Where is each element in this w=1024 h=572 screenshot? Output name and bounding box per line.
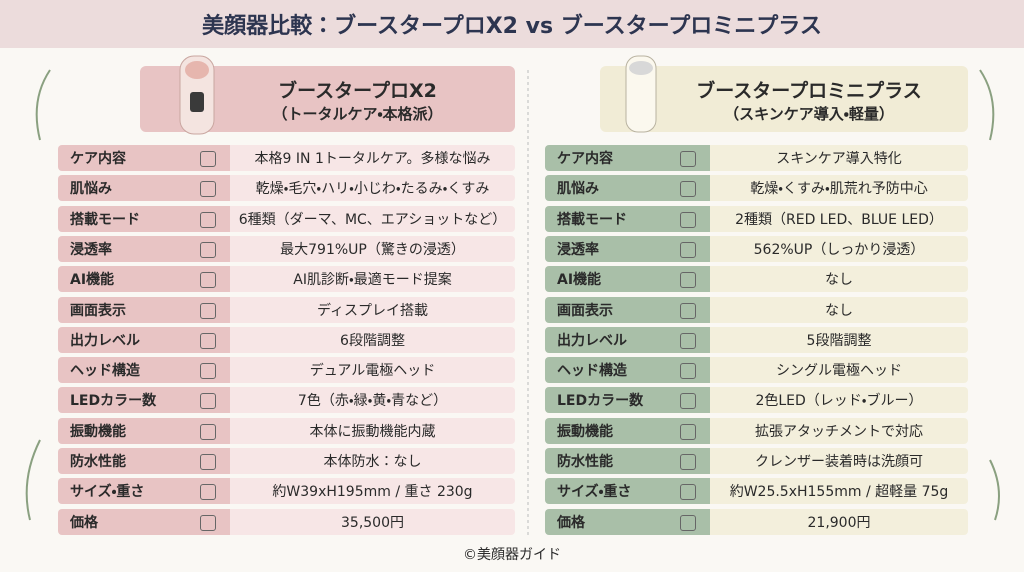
- row-icon: [680, 332, 696, 349]
- row-value: 本体防水：なし: [230, 448, 515, 474]
- row-value: ディスプレイ搭載: [230, 296, 515, 323]
- row-label: 肌悩み: [545, 175, 710, 202]
- row-label: LEDカラー数: [545, 387, 710, 414]
- row-icon: [200, 363, 216, 380]
- row-value: 21,900円: [710, 508, 968, 535]
- row-icon: [200, 241, 216, 258]
- row-icon: [200, 211, 216, 228]
- row-value: 本体に振動機能内蔵: [230, 417, 515, 444]
- row-value: デュアル電極ヘッド: [230, 357, 515, 384]
- row-value: シングル電極ヘッド: [710, 357, 968, 384]
- row-icon: [680, 454, 696, 470]
- row-value: 拡張アタッチメントで対応: [710, 417, 968, 444]
- row-label: ケア内容: [545, 145, 710, 171]
- row-label: LEDカラー数: [58, 387, 230, 414]
- row-value: 6段階調整: [230, 326, 515, 353]
- row-icon: [200, 514, 216, 531]
- leaf-decor: [35, 69, 51, 141]
- device-head: [185, 61, 209, 79]
- row-icon: [680, 514, 696, 531]
- product-name: ブースタープロX2: [278, 80, 437, 102]
- row-icon: [200, 302, 216, 319]
- row-value: 乾燥・くすみ・肌荒れ予防中心: [710, 175, 968, 202]
- row-value: 最大791%UP（驚きの浸透）: [230, 235, 515, 262]
- row-icon: [680, 393, 696, 410]
- right-header: ブースタープロミニプラス （スキンケア導入・軽量）: [600, 66, 968, 132]
- leaf-decor: [25, 439, 41, 521]
- device-head: [629, 61, 653, 75]
- leaf-decor: [979, 69, 995, 141]
- footer: ©美顔器ガイド: [463, 547, 561, 563]
- row-icon: [680, 181, 696, 198]
- row-label: サイズ・重さ: [58, 478, 230, 505]
- row-value: AI肌診断・最適モード提案: [230, 266, 515, 293]
- leaf-decor: [989, 459, 1000, 521]
- row-label: 価格: [58, 508, 230, 535]
- row-icon: [680, 423, 696, 440]
- row-value: スキンケア導入特化: [710, 145, 968, 171]
- row-icon: [200, 393, 216, 410]
- row-value: 2種類（RED LED、BLUE LED）: [710, 205, 968, 232]
- row-label: 浸透率: [545, 235, 710, 262]
- row-icon: [200, 423, 216, 440]
- row-icon: [200, 454, 216, 470]
- row-icon: [200, 332, 216, 349]
- row-value: 乾燥・毛穴・ハリ・小じわ・たるみ・くすみ: [230, 175, 515, 202]
- row-icon: [680, 363, 696, 380]
- row-value: 2色LED（レッド・ブルー）: [710, 387, 968, 414]
- row-label: 画面表示: [545, 296, 710, 323]
- title-bar: 美顔器比較：ブースタープロX2 vs ブースタープロミニプラス: [0, 0, 1024, 48]
- row-value: 7色（赤・緑・黄・青など）: [230, 387, 515, 414]
- row-value: クレンザー装着時は洗顔可: [710, 448, 968, 474]
- row-value: 562%UP（しっかり浸透）: [710, 235, 968, 262]
- row-value: 約W25.5xH155mm / 超軽量 75g: [710, 478, 968, 505]
- product-subtitle: （スキンケア導入・軽量）: [724, 105, 894, 123]
- row-icon: [200, 484, 216, 501]
- row-icon: [680, 151, 696, 167]
- row-label: 肌悩み: [58, 175, 230, 202]
- row-icon: [680, 484, 696, 501]
- row-value: 本格9 IN 1トータルケア。多様な悩み: [230, 145, 515, 171]
- device-screen: [190, 92, 204, 112]
- row-icon: [200, 272, 216, 289]
- row-value: 5段階調整: [710, 326, 968, 353]
- row-icon: [200, 151, 216, 167]
- row-value: 6種類（ダーマ、MC、エアショットなど）: [230, 205, 515, 232]
- row-icon: [680, 241, 696, 258]
- row-icon: [680, 272, 696, 289]
- row-value: なし: [710, 266, 968, 293]
- row-value: なし: [710, 296, 968, 323]
- product-name: ブースタープロミニプラス: [696, 80, 922, 102]
- row-value: 約W39xH195mm / 重さ 230g: [230, 478, 515, 505]
- row-label: AI機能: [58, 266, 230, 293]
- row-icon: [680, 211, 696, 228]
- row-value: 35,500円: [230, 508, 515, 535]
- product-subtitle: （トータルケア・本格派）: [272, 105, 443, 123]
- device-image: [625, 55, 657, 133]
- title: 美顔器比較：ブースタープロX2 vs ブースタープロミニプラス: [202, 14, 822, 39]
- row-label: 出力レベル: [545, 326, 710, 353]
- row-icon: [200, 181, 216, 198]
- row-icon: [680, 302, 696, 319]
